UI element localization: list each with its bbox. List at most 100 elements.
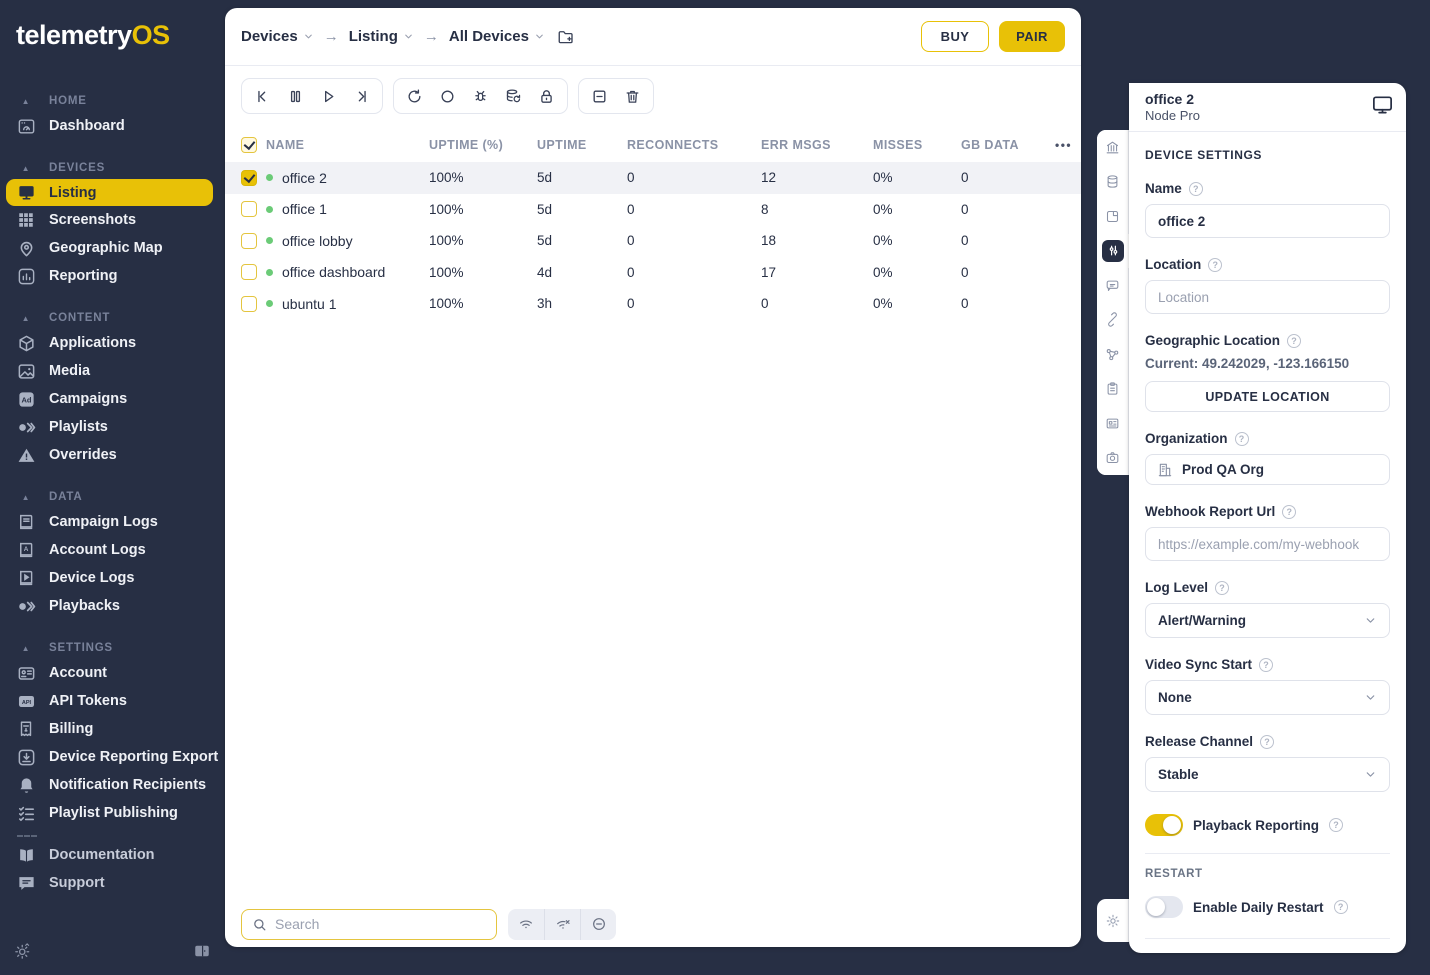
sidebar-item-playlist-publishing[interactable]: Playlist Publishing (0, 799, 225, 827)
tab-reports[interactable] (1097, 199, 1129, 234)
search-input[interactable] (275, 916, 486, 932)
sidebar-item-listing[interactable]: Listing (6, 179, 213, 206)
help-icon[interactable]: ? (1260, 734, 1275, 749)
step-back-button[interactable] (246, 80, 279, 112)
sidebar-item-documentation[interactable]: Documentation (0, 841, 225, 869)
sidebar-item-account-logs[interactable]: A Account Logs (0, 536, 225, 564)
row-checkbox[interactable] (241, 232, 257, 249)
tab-connections[interactable] (1097, 302, 1129, 337)
column-options-button[interactable]: ••• (1055, 138, 1073, 152)
select-all-checkbox[interactable] (241, 137, 257, 153)
daily-restart-toggle[interactable] (1145, 896, 1183, 918)
column-header-uptime[interactable]: UPTIME (537, 138, 587, 152)
column-header-name[interactable]: NAME (266, 138, 305, 152)
help-icon[interactable]: ? (1234, 431, 1249, 446)
nav-section-content[interactable]: ▲ CONTENT (0, 307, 225, 329)
row-checkbox[interactable] (241, 264, 257, 281)
table-row[interactable]: office lobby 100% 5d 0 18 0% 0 (225, 225, 1081, 257)
help-icon[interactable]: ? (1259, 657, 1274, 672)
sidebar-item-applications[interactable]: Applications (0, 329, 225, 357)
sidebar-item-geographic-map[interactable]: Geographic Map (0, 234, 225, 262)
sidebar-item-api-tokens[interactable]: API API Tokens (0, 687, 225, 715)
sidebar-item-reporting[interactable]: Reporting (0, 262, 225, 290)
column-header-uptime-pct[interactable]: UPTIME (%) (429, 138, 504, 152)
release-channel-select[interactable]: Stable (1145, 757, 1390, 792)
folder-plus-icon[interactable] (557, 28, 575, 46)
table-row[interactable]: office dashboard 100% 4d 0 17 0% 0 (225, 257, 1081, 289)
delete-button[interactable] (616, 80, 649, 112)
sidebar-item-playbacks[interactable]: Playbacks (0, 592, 225, 620)
theme-toggle-icon[interactable] (14, 942, 32, 960)
row-checkbox[interactable] (241, 201, 257, 218)
name-input[interactable] (1145, 204, 1390, 238)
tab-news[interactable] (1097, 406, 1129, 441)
brand-logo[interactable]: telemetryOS (0, 0, 225, 73)
column-header-gb-data[interactable]: GB DATA (961, 138, 1019, 152)
sidebar-item-device-reporting-export[interactable]: Device Reporting Export (0, 743, 225, 771)
playback-reporting-toggle[interactable] (1145, 814, 1183, 836)
help-icon[interactable]: ? (1188, 181, 1203, 196)
panel-settings-button[interactable] (1097, 899, 1129, 942)
sidebar-item-screenshots[interactable]: Screenshots (0, 206, 225, 234)
tab-overview[interactable] (1097, 130, 1129, 165)
sidebar-item-billing[interactable]: Billing (0, 715, 225, 743)
table-row[interactable]: office 1 100% 5d 0 8 0% 0 (225, 194, 1081, 226)
row-checkbox[interactable] (241, 169, 257, 186)
help-icon[interactable]: ? (1215, 580, 1230, 595)
help-icon[interactable]: ? (1333, 900, 1348, 914)
tab-settings[interactable] (1097, 233, 1129, 268)
lock-button[interactable] (530, 80, 563, 112)
help-icon[interactable]: ? (1329, 818, 1344, 832)
update-location-button[interactable]: UPDATE LOCATION (1145, 381, 1390, 412)
column-header-misses[interactable]: MISSES (873, 138, 923, 152)
column-header-reconnects[interactable]: RECONNECTS (627, 138, 719, 152)
column-header-err-msgs[interactable]: ERR MSGS (761, 138, 831, 152)
play-button[interactable] (312, 80, 345, 112)
breadcrumb-devices[interactable]: Devices (241, 28, 314, 45)
pause-button[interactable] (279, 80, 312, 112)
sidebar-item-account[interactable]: Account (0, 659, 225, 687)
breadcrumb-all-devices[interactable]: All Devices (449, 28, 545, 45)
nav-section-data[interactable]: ▲ DATA (0, 486, 225, 508)
help-icon[interactable]: ? (1208, 257, 1223, 272)
sidebar-item-playlists[interactable]: Playlists (0, 413, 225, 441)
sidebar-collapse-icon[interactable] (193, 942, 211, 960)
tab-workflow[interactable] (1097, 337, 1129, 372)
sidebar-item-device-logs[interactable]: Device Logs (0, 564, 225, 592)
remove-button[interactable] (583, 80, 616, 112)
nav-section-settings[interactable]: ▲ SETTINGS (0, 637, 225, 659)
row-checkbox[interactable] (241, 295, 257, 312)
video-sync-select[interactable]: None (1145, 680, 1390, 715)
sidebar-item-campaigns[interactable]: Ad Campaigns (0, 385, 225, 413)
tab-tasks[interactable] (1097, 371, 1129, 406)
table-row[interactable]: ubuntu 1 100% 3h 0 0 0% 0 (225, 288, 1081, 320)
step-forward-button[interactable] (345, 80, 378, 112)
nav-section-home[interactable]: ▲ HOME (0, 90, 225, 112)
tab-screenshot[interactable] (1097, 440, 1129, 475)
help-icon[interactable]: ? (1282, 504, 1297, 519)
nav-section-devices[interactable]: ▲ DEVICES (0, 157, 225, 179)
location-input[interactable] (1145, 280, 1390, 314)
sidebar-item-media[interactable]: Media (0, 357, 225, 385)
sidebar-item-notification-recipients[interactable]: Notification Recipients (0, 771, 225, 799)
sidebar-item-campaign-logs[interactable]: Campaign Logs (0, 508, 225, 536)
sidebar-item-overrides[interactable]: Overrides (0, 441, 225, 469)
tab-storage[interactable] (1097, 164, 1129, 199)
blank-screen-button[interactable] (431, 80, 464, 112)
help-icon[interactable]: ? (1287, 333, 1302, 348)
debug-button[interactable] (464, 80, 497, 112)
log-level-select[interactable]: Alert/Warning (1145, 603, 1390, 638)
pair-button[interactable]: PAIR (999, 21, 1065, 52)
organization-button[interactable]: Prod QA Org (1145, 454, 1390, 485)
webhook-input[interactable] (1145, 527, 1390, 561)
table-row[interactable]: office 2 100% 5d 0 12 0% 0 (225, 162, 1081, 194)
sidebar-item-support[interactable]: Support (0, 869, 225, 897)
offline-filter-button[interactable] (580, 908, 616, 940)
monitor-preview-icon[interactable] (1371, 93, 1394, 116)
buy-button[interactable]: BUY (921, 21, 989, 52)
clear-cache-button[interactable] (497, 80, 530, 112)
wifi-filter-button[interactable] (508, 909, 544, 940)
wifi-off-filter-button[interactable] (544, 908, 580, 940)
breadcrumb-listing[interactable]: Listing (349, 28, 414, 45)
restart-button[interactable] (398, 80, 431, 112)
